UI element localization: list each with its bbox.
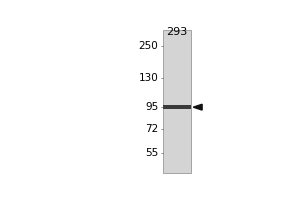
Polygon shape [193, 104, 202, 110]
Text: 293: 293 [167, 27, 188, 37]
Text: 130: 130 [139, 73, 158, 83]
Text: 250: 250 [139, 41, 158, 51]
Bar [163, 30, 191, 173]
Bar [163, 105, 191, 109]
Text: 72: 72 [145, 124, 158, 134]
Text: 95: 95 [145, 102, 158, 112]
Text: 55: 55 [145, 148, 158, 158]
